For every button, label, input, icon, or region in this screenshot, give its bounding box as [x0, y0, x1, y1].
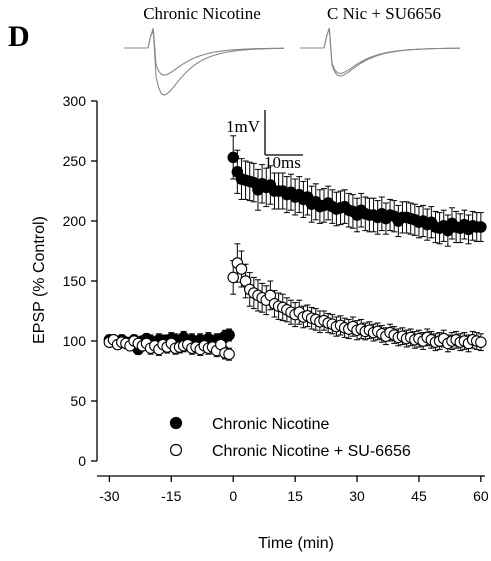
- legend-marker-chronic-nicotine: [169, 416, 183, 430]
- data-point: [227, 271, 239, 284]
- x-tick-label: 15: [287, 488, 303, 504]
- legend-label-chronic-nicotine: Chronic Nicotine: [212, 416, 329, 433]
- legend-marker-su6656: [169, 443, 183, 457]
- y-tick-label: 300: [63, 93, 87, 109]
- data-series: [103, 135, 487, 361]
- series-chronic-nicotine-su6656: [103, 243, 487, 361]
- x-tick-label: 30: [349, 488, 365, 504]
- legend: Chronic Nicotine Chronic Nicotine + SU-6…: [169, 416, 411, 460]
- x-tick-label: -15: [161, 488, 181, 504]
- x-tick-label: 45: [411, 488, 427, 504]
- trace-su6656-baseline: [300, 27, 460, 75]
- data-point: [235, 263, 248, 275]
- panel-label: D: [8, 20, 30, 53]
- inset-title-c-nic-su6656: C Nic + SU6656: [327, 4, 441, 23]
- series-chronic-nicotine: [103, 135, 487, 356]
- trace-chronic-nicotine-large: [124, 28, 285, 96]
- data-point: [227, 151, 239, 164]
- epsp-traces: [124, 27, 460, 96]
- y-tick-label: 0: [78, 453, 86, 469]
- y-tick-label: 150: [63, 273, 87, 289]
- x-tick-label: -30: [99, 488, 119, 504]
- scale-bar-amplitude-label: 1mV: [226, 117, 261, 136]
- data-point: [223, 329, 235, 341]
- scale-bar: 1mV 10ms: [226, 110, 303, 172]
- inset-traces: Chronic Nicotine C Nic + SU6656: [124, 4, 460, 96]
- trace-chronic-nicotine-baseline: [124, 28, 284, 76]
- scale-bar-time-label: 10ms: [264, 153, 301, 172]
- y-axis-label: EPSP (% Control): [31, 216, 48, 344]
- data-point: [475, 336, 487, 348]
- y-tick-label: 200: [63, 213, 87, 229]
- x-axis-label: Time (min): [258, 535, 334, 552]
- legend-label-su6656: Chronic Nicotine + SU-6656: [212, 443, 411, 460]
- inset-title-chronic-nicotine: Chronic Nicotine: [143, 4, 261, 23]
- y-tick-label: 100: [63, 333, 87, 349]
- x-tick-label: 60: [473, 488, 489, 504]
- data-point: [223, 348, 235, 360]
- x-tick-label: 0: [229, 488, 237, 504]
- y-tick-label: 250: [63, 153, 87, 169]
- data-point: [475, 221, 487, 233]
- trace-su6656-large: [300, 28, 460, 77]
- axes: 0 50 100 150 200 250 300 -30 -15 0 15 30 45 60: [63, 93, 489, 504]
- y-tick-label: 50: [70, 393, 86, 409]
